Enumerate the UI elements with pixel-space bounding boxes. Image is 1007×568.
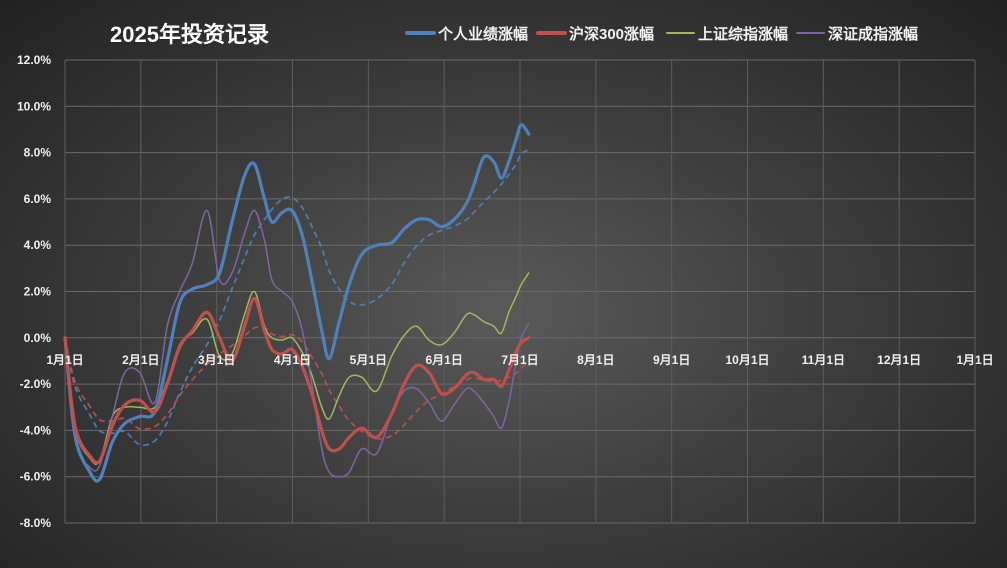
series-lines: [63, 123, 531, 483]
y-tick-label: -2.0%: [20, 377, 52, 391]
y-tick-label: -6.0%: [20, 470, 52, 484]
x-tick-label: 1月1日: [46, 353, 83, 367]
y-tick-label: 8.0%: [24, 146, 52, 160]
x-tick-label: 7月1日: [501, 353, 538, 367]
chart-title: 2025年投资记录: [110, 22, 269, 47]
y-tick-label: 6.0%: [24, 192, 52, 206]
trendlines: [64, 149, 530, 447]
y-tick-label: -4.0%: [20, 423, 52, 437]
legend-item: 个人业绩涨幅: [405, 25, 528, 43]
legend-label: 个人业绩涨幅: [437, 25, 528, 43]
y-tick-label: 4.0%: [24, 238, 52, 252]
x-tick-label: 3月1日: [198, 353, 235, 367]
x-tick-label: 9月1日: [653, 353, 690, 367]
y-axis-ticks: 12.0% 10.0% 8.0% 6.0% 4.0% 2.0% 0.0% -2.0% -4.0%…: [17, 53, 51, 530]
legend-label: 上证综指涨幅: [698, 25, 788, 43]
y-tick-label: -8.0%: [20, 516, 52, 530]
x-tick-label: 1月1日: [956, 353, 993, 367]
y-tick-label: 10.0%: [17, 99, 51, 113]
legend-item: 深证成指涨幅: [796, 25, 918, 43]
x-tick-label: 11月1日: [802, 353, 845, 367]
y-tick-label: 0.0%: [24, 331, 52, 345]
x-tick-label: 12月1日: [877, 353, 921, 367]
legend-label: 沪深300涨幅: [569, 25, 654, 43]
legend: 个人业绩涨幅 沪深300涨幅 上证综指涨幅 深证成指涨幅: [405, 25, 918, 43]
y-tick-label: 2.0%: [24, 285, 52, 299]
x-axis-ticks: 1月1日 2月1日 3月1日 4月1日 5月1日 6月1日 7月1日 8月1日 9月1日 10月1…: [46, 353, 993, 367]
x-tick-label: 6月1日: [425, 353, 462, 367]
series-line-1: [63, 296, 531, 465]
gridlines: [64, 59, 976, 524]
x-tick-label: 8月1日: [577, 353, 614, 367]
trendline-0: [64, 149, 530, 447]
trendline-1: [64, 325, 530, 440]
x-tick-label: 5月1日: [350, 353, 387, 367]
legend-label: 深证成指涨幅: [828, 25, 918, 43]
series-line-2: [64, 272, 530, 465]
legend-item: 沪深300涨幅: [536, 25, 654, 43]
y-tick-label: 12.0%: [17, 53, 51, 67]
x-tick-label: 2月1日: [122, 353, 159, 367]
x-tick-label: 4月1日: [274, 353, 311, 367]
x-tick-label: 10月1日: [725, 353, 769, 367]
series-line-3: [64, 209, 530, 478]
series-line-0: [63, 123, 531, 483]
legend-item: 上证综指涨幅: [666, 25, 788, 43]
